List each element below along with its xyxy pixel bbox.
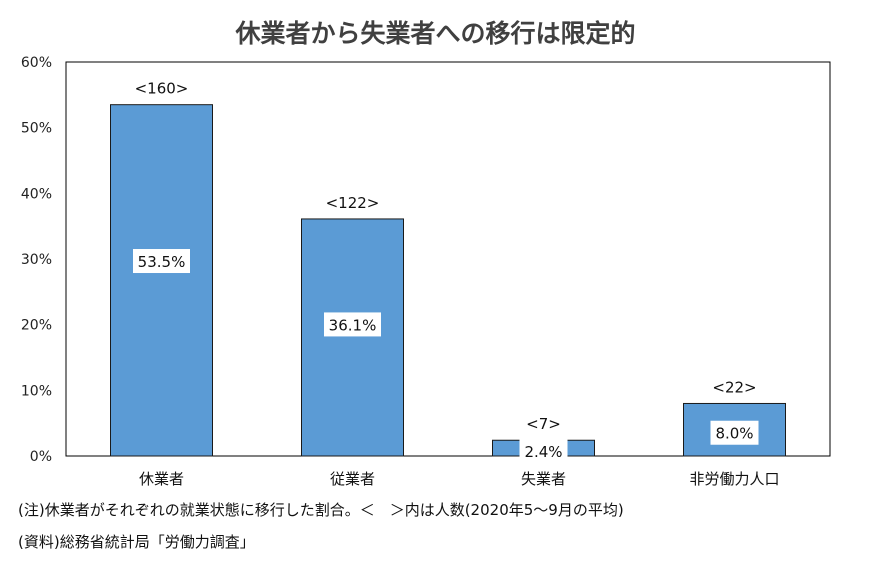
data-label-box <box>324 312 381 337</box>
count-label: <122> <box>326 194 380 212</box>
x-tick-label: 失業者 <box>521 470 566 488</box>
y-tick-label: 40% <box>21 186 52 202</box>
y-tick-label: 30% <box>21 252 52 268</box>
y-tick-label: 10% <box>21 383 52 399</box>
x-tick-label: 休業者 <box>139 470 184 488</box>
x-tick-label: 従業者 <box>330 470 375 488</box>
data-label-box <box>710 420 759 445</box>
count-label: <22> <box>712 378 756 396</box>
bar <box>110 104 213 457</box>
bar <box>301 218 404 457</box>
data-label-box <box>519 439 568 464</box>
data-label: 36.1% <box>329 316 377 334</box>
data-label: 53.5% <box>138 253 186 271</box>
count-label: <7> <box>526 415 561 433</box>
x-tick-label: 非労働力人口 <box>689 470 779 488</box>
footnote: (注)休業者がそれぞれの就業状態に移行した割合。＜ ＞内は人数(2020年5～9… <box>18 501 624 519</box>
source-note: (資料)総務省統計局「労働力調査」 <box>18 533 255 551</box>
y-tick-label: 0% <box>30 449 52 465</box>
plot-area-frame <box>65 61 831 457</box>
data-label-box <box>133 249 190 274</box>
count-label: <160> <box>135 80 189 98</box>
data-label: 8.0% <box>715 425 753 443</box>
chart-title: 休業者から失業者への移行は限定的 <box>235 19 636 48</box>
y-tick-label: 60% <box>21 55 52 71</box>
y-tick-label: 50% <box>21 121 52 137</box>
data-label: 2.4% <box>524 443 562 461</box>
y-tick-label: 20% <box>21 318 52 334</box>
